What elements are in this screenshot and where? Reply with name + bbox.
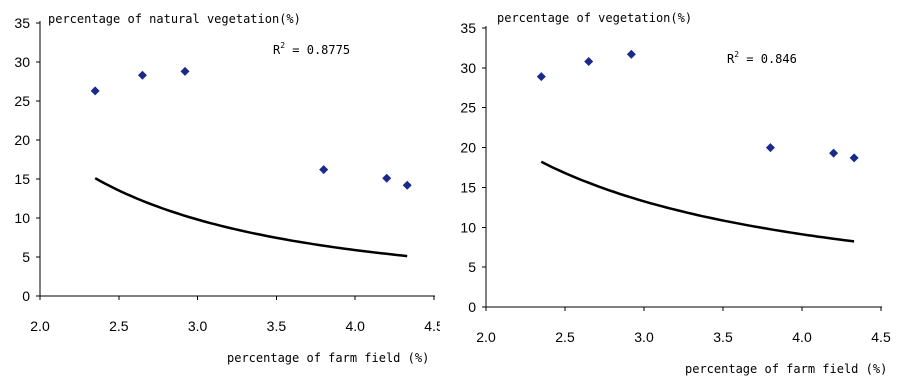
data-point-6 <box>849 153 859 163</box>
x-axis-title: percentage of farm field (%) <box>685 362 887 376</box>
y-tick-label: 25 <box>14 93 30 109</box>
data-point-1 <box>536 72 546 82</box>
chart-vegetation: 0 5 10 15 20 25 30 35 2.0 2.5 3.0 3.5 4.0 4.5 percenta… <box>460 11 891 376</box>
x-tick-label: 3.5 <box>267 318 287 334</box>
x-tick-label: 2.0 <box>476 329 496 345</box>
data-point-5 <box>382 173 392 183</box>
y-tick-label: 35 <box>460 20 476 36</box>
x-tick-label: 2.5 <box>555 329 575 345</box>
x-tick-label: 4.5 <box>871 329 891 345</box>
trendline <box>94 177 408 258</box>
y-tick-label: 30 <box>460 60 476 76</box>
y-tick-label: 35 <box>14 15 30 31</box>
data-point-3 <box>626 49 636 59</box>
y-tick-label: 10 <box>460 219 476 235</box>
y-tick-label: 30 <box>14 54 30 70</box>
x-tick-label: 4.0 <box>792 329 812 345</box>
data-point-4 <box>765 143 775 153</box>
chart-natural-vegetation: 0 5 10 15 20 25 30 35 2.0 2.5 3.0 3.5 4.0 4.5 percenta… <box>14 12 440 365</box>
x-tick-label: 4.5 <box>424 318 440 334</box>
y-tick-label: 25 <box>460 100 476 116</box>
data-point-1 <box>90 86 100 96</box>
y-tick-label: 10 <box>14 210 30 226</box>
y-axis-title: percentage of vegetation(%) <box>497 11 692 25</box>
x-axis-title: percentage of farm field (%) <box>227 351 429 365</box>
trendline <box>540 160 855 243</box>
data-point-5 <box>829 148 839 158</box>
r-squared-annotation: R2 = 0.8775 <box>273 41 350 57</box>
x-tick-label: 3.5 <box>713 329 733 345</box>
y-tick-label: 5 <box>468 259 476 275</box>
y-tick-label: 5 <box>22 249 30 265</box>
y-tick-label: 0 <box>22 288 30 304</box>
y-tick-label: 15 <box>14 171 30 187</box>
r-squared-annotation: R2 = 0.846 <box>727 50 797 66</box>
x-tick-label: 2.0 <box>30 318 50 334</box>
data-point-4 <box>319 165 329 175</box>
x-tick-label: 4.0 <box>345 318 365 334</box>
x-tick-label: 3.0 <box>188 318 208 334</box>
y-tick-label: 20 <box>14 132 30 148</box>
x-tick-label: 2.5 <box>109 318 129 334</box>
x-tick-label: 3.0 <box>634 329 654 345</box>
y-tick-label: 20 <box>460 140 476 156</box>
y-axis-title: percentage of natural vegetation(%) <box>48 12 301 26</box>
y-tick-label: 15 <box>460 179 476 195</box>
data-point-6 <box>402 180 412 190</box>
data-point-3 <box>180 66 190 76</box>
y-tick-label: 0 <box>468 299 476 315</box>
data-point-2 <box>137 70 147 80</box>
data-point-2 <box>584 56 594 66</box>
